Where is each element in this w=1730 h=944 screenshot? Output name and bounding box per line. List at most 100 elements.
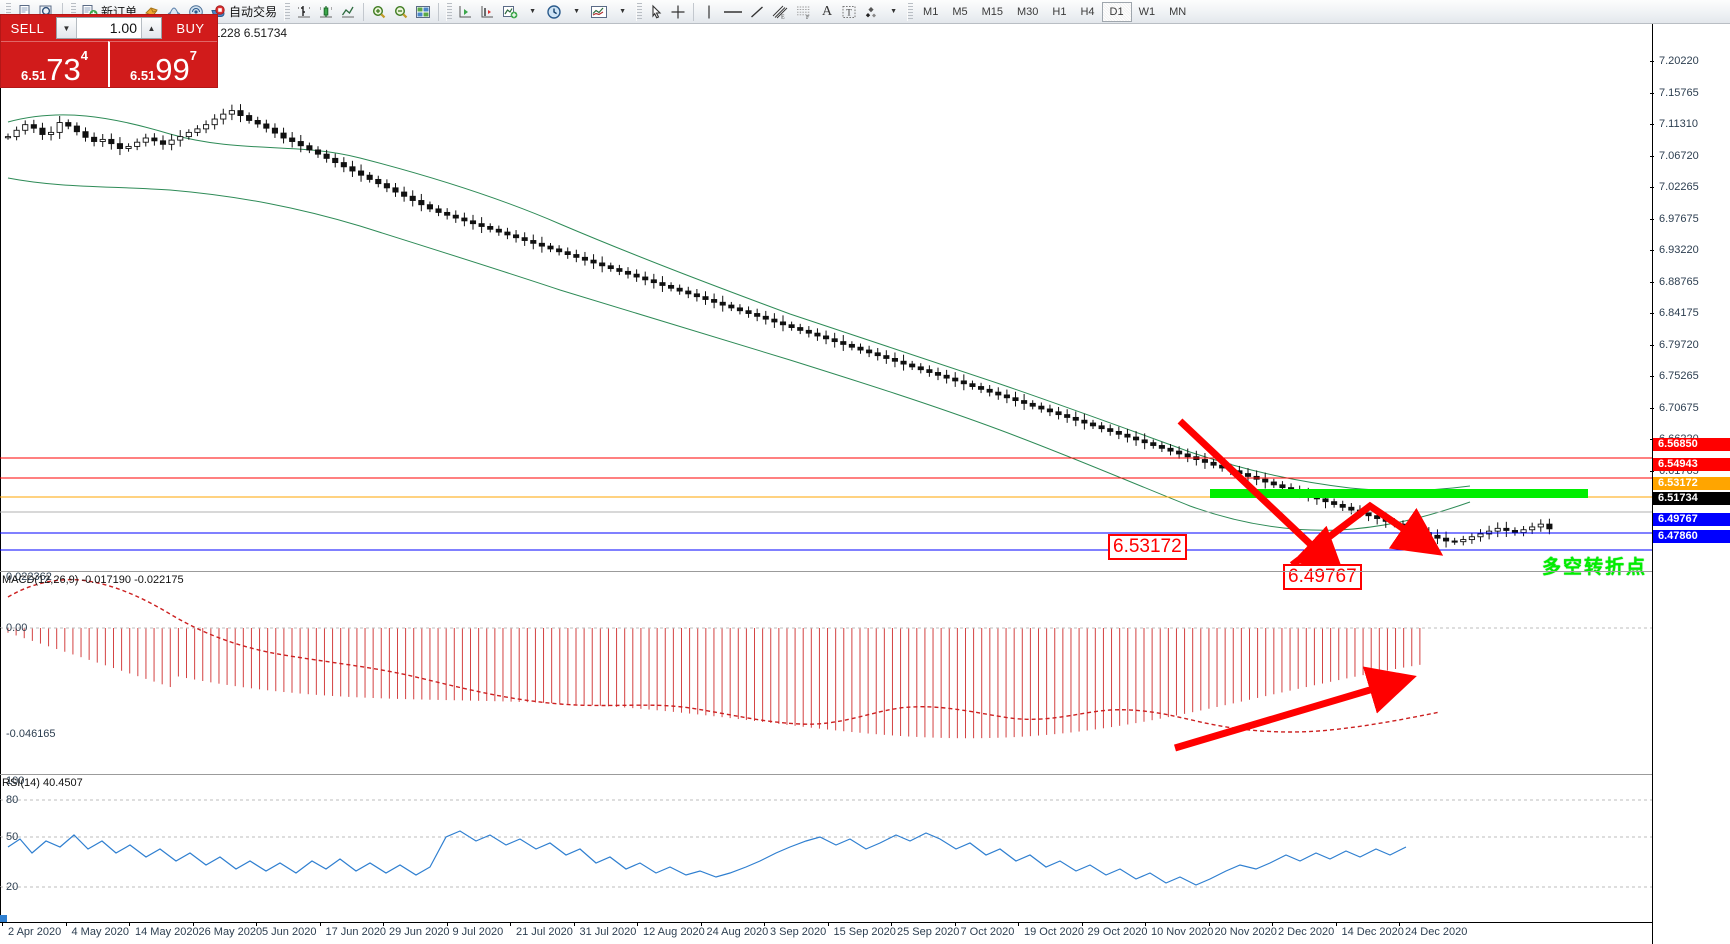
crosshair-icon[interactable] — [667, 1, 689, 23]
shapes-icon[interactable] — [860, 1, 882, 23]
fibonacci-icon[interactable]: F — [792, 1, 816, 23]
time-tick: 5 Jun 2020 — [255, 922, 317, 938]
candlestick-chart-icon[interactable] — [315, 1, 337, 23]
zoom-in-icon[interactable] — [368, 1, 390, 23]
sell-price[interactable]: 6.51 73 4 — [1, 41, 108, 87]
level-label-upper[interactable]: 6.53172 — [1108, 534, 1187, 560]
one-click-trading-panel[interactable]: SELL ▼ 1.00 ▲ BUY 6.51 73 4 6.51 99 7 — [0, 14, 218, 88]
timeframe-m1[interactable]: M1 — [923, 5, 939, 18]
sell-price-prefix: 6.51 — [20, 68, 47, 83]
volume-decrease-icon[interactable]: ▼ — [57, 18, 77, 38]
rsi-axis-50: 50 — [0, 832, 78, 843]
macd-signal-line — [7, 578, 1441, 733]
templates-dropdown-caret[interactable]: ▼ — [619, 8, 626, 15]
price-level-tag[interactable]: 6.56850 — [1653, 438, 1730, 451]
indicators-icon[interactable] — [499, 1, 521, 23]
price-pane[interactable] — [0, 38, 1652, 566]
chart-left-border — [0, 24, 1, 944]
price-tick: 6.97675 — [1650, 213, 1699, 225]
auto-scroll-icon[interactable] — [477, 1, 499, 23]
time-tick: 24 Aug 2020 — [700, 922, 769, 938]
toolbar-grip-2[interactable] — [70, 2, 76, 21]
timeframe-m5[interactable]: M5 — [952, 5, 968, 18]
period-dropdown-caret[interactable]: ▼ — [573, 8, 580, 15]
time-tick: 19 Oct 2020 — [1018, 922, 1084, 938]
toolbar-grip-3[interactable] — [284, 2, 291, 21]
toolbar-separator-3 — [438, 2, 440, 21]
timeframe-d1[interactable]: D1 — [1101, 1, 1132, 22]
timeframe-h4[interactable]: H4 — [1080, 5, 1095, 18]
downtrend-arrow — [1177, 418, 1346, 566]
timeframe-h1[interactable]: H1 — [1052, 5, 1067, 18]
chart-scroll-indicator[interactable] — [0, 915, 7, 922]
price-tick: 7.06720 — [1650, 150, 1699, 162]
horizontal-line-icon[interactable] — [720, 1, 746, 23]
cursor-icon[interactable] — [645, 1, 667, 23]
price-level-tag[interactable]: 6.47860 — [1653, 530, 1730, 543]
chart-shift-icon[interactable] — [455, 1, 477, 23]
timeframe-w1[interactable]: W1 — [1138, 5, 1156, 18]
bar-chart-icon[interactable] — [293, 1, 315, 23]
support-zone — [1210, 489, 1588, 498]
price-level-tag[interactable]: 6.54943 — [1653, 458, 1730, 471]
reversal-arrow — [1289, 501, 1444, 566]
price-level-tag[interactable]: 6.51734 — [1653, 492, 1730, 505]
period-icon[interactable] — [543, 1, 565, 23]
toolbar-grip-6[interactable] — [907, 2, 914, 21]
quote-row: 6.51 73 4 6.51 99 7 — [1, 41, 217, 87]
zoom-out-icon[interactable] — [390, 1, 412, 23]
chart-area[interactable]: ▲USDCNH-,Daily 6.53001 6.53037 6.51228 6… — [0, 24, 1730, 944]
time-tick: 24 Dec 2020 — [1398, 922, 1468, 938]
price-tick: 7.20220 — [1650, 56, 1699, 67]
tile-windows-icon[interactable] — [412, 1, 434, 23]
time-tick: 15 Sep 2020 — [827, 922, 896, 938]
buy-button[interactable]: BUY — [176, 20, 205, 36]
macd-uptrend-arrow — [1174, 666, 1417, 752]
main-toolbar: 新订单 自动 — [0, 0, 1730, 24]
price-tick: 6.70675 — [1650, 402, 1699, 414]
price-tick: 7.02265 — [1650, 182, 1699, 193]
equidistant-channel-icon[interactable]: E — [768, 1, 792, 23]
toolbar-separator-2 — [363, 2, 365, 21]
rsi-axis-80: 80 — [0, 795, 78, 806]
price-scale[interactable]: 7.20220 7.15765 7.11310 7.06720 7.02265 6.976… — [1650, 24, 1730, 944]
time-tick: 12 Aug 2020 — [637, 922, 705, 938]
autotrading-button[interactable]: 自动交易 — [207, 1, 281, 23]
rsi-pane[interactable] — [0, 775, 1652, 922]
timeframe-m15[interactable]: M15 — [981, 5, 1003, 18]
shapes-dropdown-caret[interactable]: ▼ — [890, 8, 897, 15]
time-tick: 2 Dec 2020 — [1271, 922, 1335, 938]
timeframe-m30[interactable]: M30 — [1017, 5, 1039, 18]
toolbar-grip-4[interactable] — [446, 2, 453, 21]
trendline-icon[interactable] — [746, 1, 768, 23]
price-tick: 6.75265 — [1650, 371, 1699, 382]
macd-axis-bottom: -0.046165 — [0, 729, 78, 740]
indicators-dropdown-caret[interactable]: ▼ — [529, 8, 536, 15]
toolbar-grip-5[interactable] — [636, 2, 643, 21]
line-chart-icon[interactable] — [337, 1, 359, 23]
price-tick: 6.88765 — [1650, 276, 1699, 288]
svg-text:F: F — [806, 15, 810, 20]
templates-icon[interactable] — [587, 1, 611, 23]
text-icon[interactable]: A — [821, 3, 833, 19]
price-tick: 7.15765 — [1650, 87, 1699, 99]
price-tick: 6.93220 — [1650, 245, 1699, 256]
toolbar-grip[interactable] — [5, 2, 11, 21]
vertical-line-icon[interactable] — [698, 1, 720, 23]
macd-pane[interactable] — [0, 572, 1652, 778]
trade-panel-top-row: SELL ▼ 1.00 ▲ BUY — [1, 15, 217, 41]
volume-input[interactable]: 1.00 — [109, 20, 137, 36]
price-level-tag[interactable]: 6.49767 — [1653, 513, 1730, 526]
price-level-tag[interactable]: 6.53172 — [1653, 477, 1730, 490]
sell-button[interactable]: SELL — [10, 20, 45, 36]
rsi-pane-divider — [0, 774, 1652, 775]
timeframe-mn[interactable]: MN — [1169, 5, 1187, 18]
time-tick: 7 Oct 2020 — [954, 922, 1015, 938]
buy-price[interactable]: 6.51 99 7 — [108, 41, 217, 87]
time-scale[interactable]: 2 Apr 2020 4 May 2020 14 May 2020 26 May 20… — [0, 922, 1652, 944]
volume-stepper[interactable]: ▼ 1.00 ▲ — [56, 17, 162, 39]
price-tick: 7.11310 — [1650, 119, 1698, 130]
text-label-icon[interactable]: T — [838, 1, 860, 23]
volume-increase-icon[interactable]: ▲ — [141, 18, 161, 38]
